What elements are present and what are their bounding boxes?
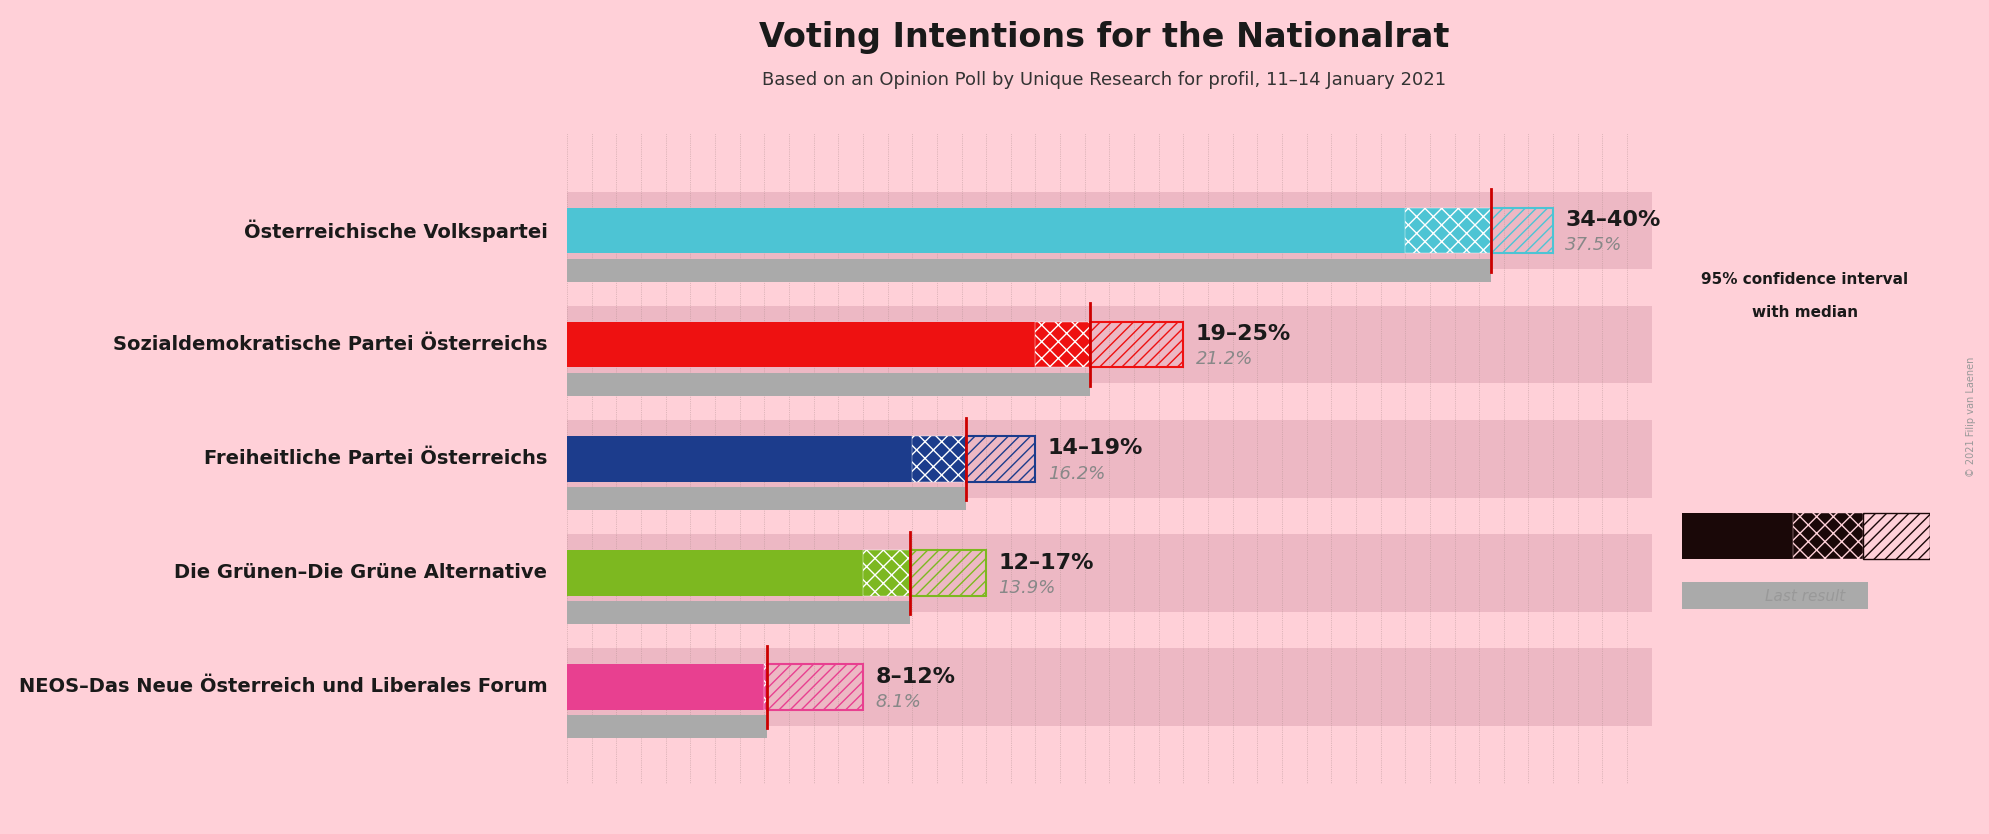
Bar xyxy=(567,259,1490,282)
Text: Freiheitliche Partei Österreichs: Freiheitliche Partei Österreichs xyxy=(205,450,547,468)
Bar xyxy=(567,550,863,595)
Text: Last result: Last result xyxy=(1764,589,1844,604)
Bar xyxy=(567,208,1404,254)
Bar xyxy=(1862,513,1929,559)
Bar xyxy=(567,192,1651,269)
Text: Voting Intentions for the Nationalrat: Voting Intentions for the Nationalrat xyxy=(760,21,1448,54)
Text: 14–19%: 14–19% xyxy=(1048,439,1142,459)
Bar xyxy=(567,373,1090,396)
Bar xyxy=(1792,513,1862,559)
Text: 8–12%: 8–12% xyxy=(875,666,955,686)
Bar xyxy=(766,664,863,710)
Bar xyxy=(567,664,764,710)
Text: 19–25%: 19–25% xyxy=(1195,324,1291,344)
Text: Österreichische Volkspartei: Österreichische Volkspartei xyxy=(243,219,547,242)
Text: Sozialdemokratische Partei Österreichs: Sozialdemokratische Partei Österreichs xyxy=(113,335,547,354)
Text: NEOS–Das Neue Österreich und Liberales Forum: NEOS–Das Neue Österreich und Liberales F… xyxy=(18,677,547,696)
Bar xyxy=(1090,322,1183,368)
Text: 12–17%: 12–17% xyxy=(998,553,1094,573)
Bar xyxy=(911,436,967,481)
Bar xyxy=(1681,513,1792,559)
Text: © 2021 Filip van Laenen: © 2021 Filip van Laenen xyxy=(1965,357,1975,477)
Bar xyxy=(1034,322,1090,368)
Text: 13.9%: 13.9% xyxy=(998,579,1056,596)
Bar xyxy=(967,436,1034,481)
Text: 21.2%: 21.2% xyxy=(1195,350,1253,369)
Bar xyxy=(567,322,1034,368)
Bar xyxy=(567,306,1651,384)
Bar xyxy=(567,487,967,510)
Bar xyxy=(567,601,909,624)
Text: Based on an Opinion Poll by Unique Research for profil, 11–14 January 2021: Based on an Opinion Poll by Unique Resea… xyxy=(762,71,1446,89)
Text: 37.5%: 37.5% xyxy=(1565,236,1621,254)
Text: 8.1%: 8.1% xyxy=(875,693,921,711)
Bar xyxy=(567,436,911,481)
Bar xyxy=(567,648,1651,726)
Text: 34–40%: 34–40% xyxy=(1565,210,1661,230)
Bar xyxy=(567,420,1651,498)
Bar xyxy=(1681,582,1868,609)
Bar xyxy=(567,534,1651,611)
Bar xyxy=(863,550,909,595)
Text: 95% confidence interval: 95% confidence interval xyxy=(1701,272,1907,287)
Text: Die Grünen–Die Grüne Alternative: Die Grünen–Die Grüne Alternative xyxy=(175,563,547,582)
Text: 16.2%: 16.2% xyxy=(1048,465,1104,483)
Bar xyxy=(1404,208,1490,254)
Bar xyxy=(567,716,766,738)
Text: with median: with median xyxy=(1750,305,1858,320)
Bar xyxy=(764,664,766,710)
Bar xyxy=(909,550,987,595)
Bar xyxy=(1490,208,1551,254)
